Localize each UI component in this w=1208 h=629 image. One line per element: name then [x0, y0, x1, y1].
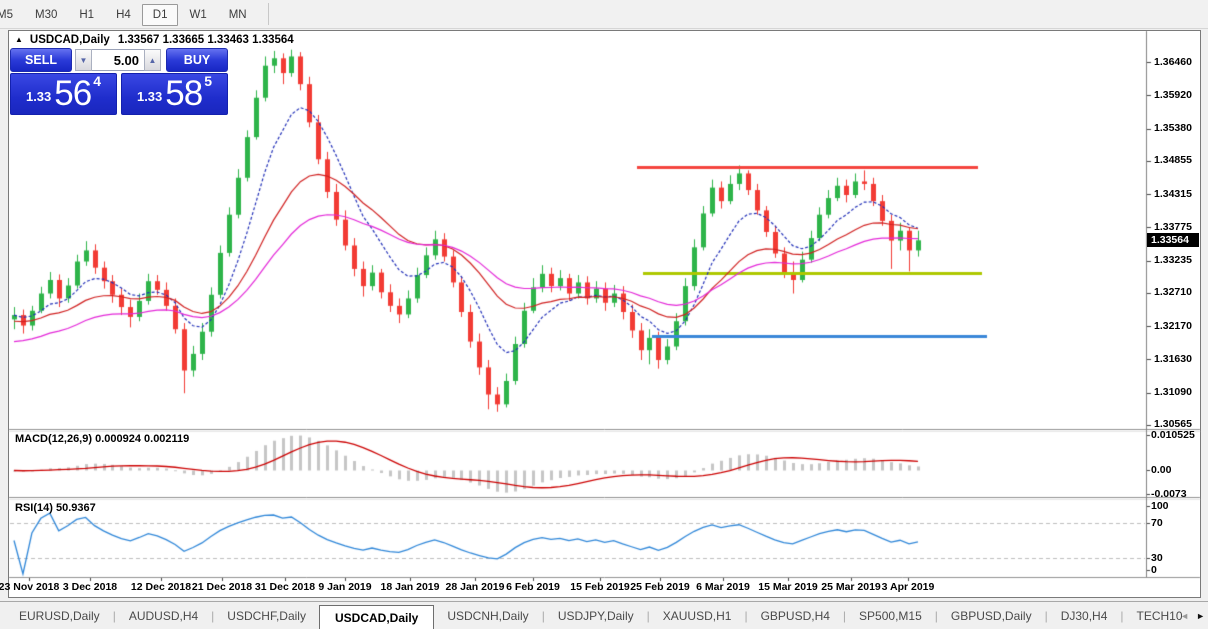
- date-axis-label: 6 Feb 2019: [506, 581, 560, 593]
- date-axis-label: 25 Mar 2019: [821, 581, 881, 593]
- sell-price-prefix: 1.33: [25, 89, 52, 104]
- price-axis-label: 1.33235: [1154, 254, 1192, 267]
- buy-price-pip: 5: [204, 73, 213, 89]
- tab-gbpusd[interactable]: GBPUSD,Daily: [950, 609, 1032, 623]
- tab-gbpusd[interactable]: GBPUSD,H4: [760, 609, 830, 623]
- price-axis-label: 1.30565: [1154, 418, 1192, 431]
- price-axis-label: 1.36460: [1154, 55, 1192, 68]
- price-axis-label: 1.31630: [1154, 352, 1192, 365]
- tab-separator: |: [1120, 609, 1124, 623]
- rsi-axis-label: 30: [1151, 552, 1163, 564]
- price-axis-label: 1.32170: [1154, 319, 1192, 332]
- tab-separator: |: [211, 609, 215, 623]
- date-axis-label: 23 Nov 2018: [0, 581, 60, 593]
- chart-symbol-period: USDCAD,Daily: [29, 34, 110, 46]
- volume-input[interactable]: 5.00: [92, 49, 144, 71]
- tab-separator: |: [541, 609, 545, 623]
- date-axis-label: 25 Feb 2019: [630, 581, 690, 593]
- date-axis-label: 9 Jan 2019: [318, 581, 372, 593]
- volume-decrease-button[interactable]: ▼: [75, 49, 92, 71]
- date-axis-label: 18 Jan 2019: [380, 581, 440, 593]
- sell-price-pip: 4: [93, 73, 102, 89]
- date-axis-label: 21 Dec 2018: [191, 581, 253, 593]
- price-axis-label: 1.34855: [1154, 154, 1192, 167]
- buy-price-box[interactable]: 1.33 58 5: [121, 73, 228, 115]
- date-axis-label: 12 Dec 2018: [130, 581, 192, 593]
- trade-panel-top-row: SELL ▼ 5.00 ▲ BUY: [10, 48, 228, 72]
- tab-usdchf[interactable]: USDCHF,Daily: [227, 609, 306, 623]
- current-price-tag: 1.33564: [1147, 233, 1199, 248]
- tab-dj30[interactable]: DJ30,H4: [1060, 609, 1108, 623]
- tabs-scroll-left-icon[interactable]: ◄: [1180, 611, 1190, 621]
- date-axis-label: 15 Feb 2019: [570, 581, 630, 593]
- tab-separator: |: [112, 609, 116, 623]
- tab-sp500[interactable]: SP500,M15: [859, 609, 922, 623]
- date-axis-label: 15 Mar 2019: [758, 581, 818, 593]
- price-axis-label: 1.35380: [1154, 122, 1192, 134]
- macd-axis-label: 0.010525: [1151, 429, 1195, 441]
- macd-axis-label: 0.00: [1151, 464, 1172, 476]
- tab-audusd[interactable]: AUDUSD,H4: [128, 609, 199, 623]
- price-axis-label: 1.33775: [1154, 220, 1192, 233]
- date-axis-label: 31 Dec 2018: [254, 581, 316, 593]
- chart-ohlc-quotes: 1.33567 1.33665 1.33463 1.33564: [117, 34, 294, 46]
- buy-price-main: 58: [165, 74, 203, 114]
- price-axis-label: 1.32710: [1154, 286, 1192, 299]
- one-click-trade-panel: SELL ▼ 5.00 ▲ BUY 1.33 56 4 1.33 58 5: [10, 48, 228, 115]
- tab-eurusd[interactable]: EURUSD,Daily: [19, 609, 100, 623]
- tab-separator: |: [646, 609, 650, 623]
- tab-separator: |: [934, 609, 938, 623]
- tab-scroll-buttons: ◄ ►: [1180, 610, 1205, 622]
- chart-title: ▲ USDCAD,Daily 1.33567 1.33665 1.33463 1.3…: [15, 34, 294, 46]
- tab-separator: |: [1044, 609, 1048, 623]
- collapse-panel-icon[interactable]: ▲: [15, 35, 23, 44]
- tab-tech100[interactable]: TECH100,H1: [1136, 609, 1182, 623]
- price-axis-label: 1.34315: [1154, 187, 1192, 200]
- rsi-axis-label: 0: [1151, 564, 1157, 576]
- date-axis-label: 6 Mar 2019: [696, 581, 750, 593]
- date-axis-label: 3 Apr 2019: [881, 581, 935, 593]
- tab-separator: |: [744, 609, 748, 623]
- rsi-indicator-label: RSI(14) 50.9367: [15, 502, 96, 514]
- tab-usdjpy[interactable]: USDJPY,Daily: [557, 609, 634, 623]
- volume-increase-button[interactable]: ▲: [144, 49, 161, 71]
- tab-xauusd[interactable]: XAUUSD,H1: [662, 609, 732, 623]
- macd-axis-label: -0.0073: [1151, 488, 1187, 500]
- tab-usdcnh[interactable]: USDCNH,Daily: [447, 609, 529, 623]
- tab-usdcad[interactable]: USDCAD,Daily: [318, 604, 435, 629]
- price-axis-label: 1.31090: [1154, 386, 1192, 399]
- symbol-tab-strip: EURUSD,Daily | AUDUSD,H4 | USDCHF,Daily USDCA…: [6, 602, 1182, 629]
- macd-indicator-label: MACD(12,26,9) 0.000924 0.002119: [15, 433, 190, 445]
- tab-separator: |: [842, 609, 847, 623]
- price-axis-label: 1.35920: [1154, 88, 1192, 101]
- symbol-tab-bar: EURUSD,Daily | AUDUSD,H4 | USDCHF,Daily USDCA…: [0, 601, 1208, 629]
- buy-button[interactable]: BUY: [166, 48, 228, 72]
- tabs-scroll-right-icon[interactable]: ►: [1196, 611, 1205, 621]
- sell-button[interactable]: SELL: [10, 48, 72, 72]
- rsi-axis-label: 100: [1151, 500, 1169, 512]
- rsi-axis-label: 70: [1151, 517, 1163, 529]
- sell-price-box[interactable]: 1.33 56 4: [10, 73, 117, 115]
- date-axis-label: 3 Dec 2018: [62, 581, 118, 593]
- trade-panel-price-row: 1.33 56 4 1.33 58 5: [10, 73, 228, 115]
- sell-price-main: 56: [54, 74, 92, 114]
- date-axis-label: 28 Jan 2019: [445, 581, 505, 593]
- volume-stepper: ▼ 5.00 ▲: [75, 48, 161, 72]
- buy-price-prefix: 1.33: [136, 89, 163, 104]
